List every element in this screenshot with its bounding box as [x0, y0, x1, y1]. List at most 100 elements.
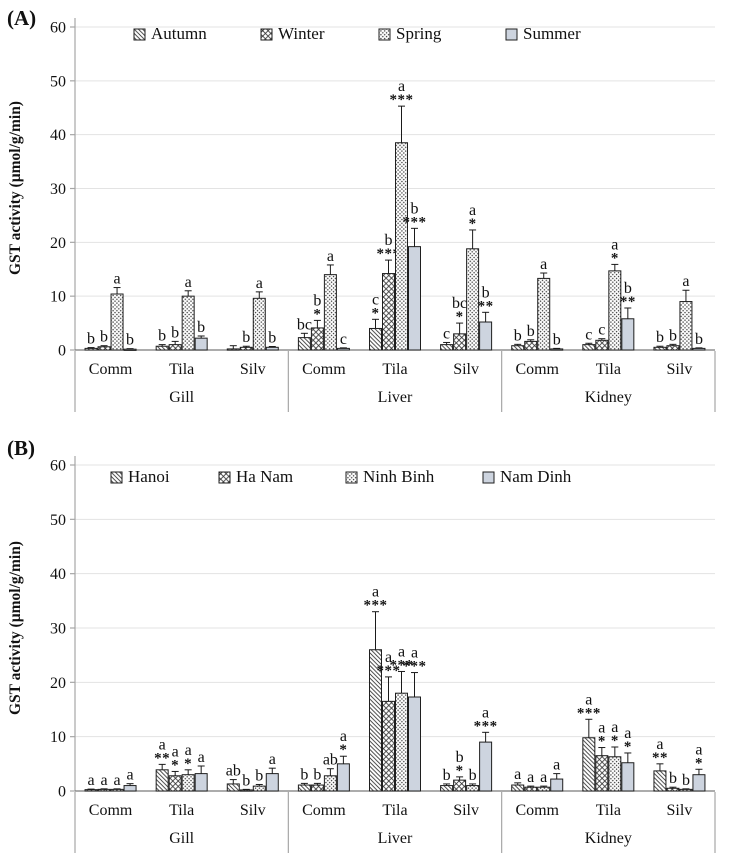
sig-letter: a: [398, 78, 405, 95]
legend-item-spring: Spring: [378, 24, 441, 44]
y-tick-label: 10: [50, 729, 66, 746]
sig-letter: b: [158, 328, 166, 345]
legend-item-hanoi: Hanoi: [110, 467, 170, 487]
legend-swatch-icon: [345, 471, 358, 483]
bar-summer: [550, 348, 564, 351]
sig-letter: a: [172, 743, 179, 760]
sig-stars: ***: [403, 214, 427, 230]
y-tick-label: 50: [50, 512, 66, 529]
bar-winter: [666, 345, 680, 351]
legend-swatch-icon: [378, 28, 391, 40]
legend-swatch-icon: [218, 471, 231, 483]
bar-hanoi: [84, 789, 98, 792]
sig-letter: a: [611, 719, 618, 736]
sig-stars: *: [456, 309, 464, 325]
bar-nam-dinh: [336, 763, 350, 792]
sig-letter: a: [256, 275, 263, 292]
sig-letter: a: [514, 766, 521, 783]
sig-letter: b: [242, 772, 250, 789]
y-tick-label: 0: [58, 784, 66, 801]
bar-nam-dinh: [692, 774, 706, 792]
bar-hanoi: [297, 784, 311, 792]
bar-ha-nam: [168, 775, 182, 792]
sig-letter: c: [585, 326, 592, 343]
species-label: Silv: [453, 802, 479, 819]
sig-stars: ***: [474, 718, 498, 734]
species-label: Comm: [302, 361, 346, 378]
bar-nam-dinh: [194, 773, 208, 792]
sig-letter: a: [611, 236, 618, 253]
sig-letter: bc: [297, 316, 312, 333]
y-tick-label: 20: [50, 675, 66, 692]
sig-stars: ***: [390, 92, 414, 108]
sig-letter: b: [469, 767, 477, 784]
sig-letter: a: [469, 202, 476, 219]
sig-letter: b: [268, 330, 276, 347]
sig-letter: b: [682, 772, 690, 789]
sig-letter: a: [114, 271, 121, 288]
bar-summer: [692, 347, 706, 351]
legend-label: Summer: [523, 24, 581, 43]
y-tick-label: 10: [50, 289, 66, 306]
bar-nam-dinh: [408, 696, 421, 792]
bar-ninh-binh: [608, 756, 622, 792]
y-tick-label: 0: [58, 343, 66, 360]
legend-label: Spring: [396, 24, 442, 43]
bar-spring: [181, 295, 195, 351]
bar-ha-nam: [666, 787, 680, 792]
bar-autumn: [297, 337, 311, 351]
legend-label: Ha Nam: [236, 467, 294, 486]
bar-autumn: [582, 344, 596, 351]
species-label: Tila: [596, 802, 621, 819]
bar-spring: [679, 301, 693, 351]
sig-stars: ***: [403, 659, 427, 675]
bar-ninh-binh: [395, 692, 408, 792]
sig-letter: a: [159, 736, 166, 753]
sig-stars: *: [624, 739, 632, 755]
organ-label: Kidney: [585, 389, 632, 406]
bar-nam-dinh: [550, 778, 564, 792]
sig-letter: a: [540, 769, 547, 786]
sig-stars: *: [695, 755, 703, 771]
sig-letter: a: [127, 767, 134, 784]
legend-swatch: [110, 471, 123, 483]
bar-ninh-binh: [110, 788, 124, 792]
species-label: Comm: [302, 802, 346, 819]
sig-letter: c: [443, 325, 450, 342]
bar-hanoi: [155, 769, 169, 792]
panel-a-label: (A): [7, 6, 37, 30]
bar-autumn: [226, 348, 240, 351]
sig-letter: b: [100, 329, 108, 346]
sig-letter: a: [411, 645, 418, 662]
legend-item-ninh-binh: Ninh Binh: [345, 467, 434, 487]
sig-letter: b: [300, 766, 308, 783]
sig-letter: a: [656, 736, 663, 753]
y-tick-label: 40: [50, 127, 66, 144]
sig-letter: b: [443, 767, 451, 784]
species-label: Comm: [89, 802, 133, 819]
legend-item-autumn: Autumn: [133, 24, 207, 44]
bar-nam-dinh: [265, 773, 279, 792]
sig-stars: **: [154, 750, 170, 766]
bar-nam-dinh: [621, 762, 635, 792]
sig-letter: a: [527, 769, 534, 786]
y-tick-label: 40: [50, 566, 66, 583]
sig-letter: b: [624, 280, 632, 297]
legend-swatch: [345, 471, 358, 483]
sig-letter: b: [695, 331, 703, 348]
organ-label: Gill: [169, 830, 194, 847]
sig-letter: b: [126, 332, 134, 349]
bar-ninh-binh: [181, 774, 195, 792]
bar-summer: [265, 346, 279, 351]
sig-letter: a: [101, 772, 108, 789]
bar-autumn: [511, 345, 525, 351]
sig-letter: a: [540, 256, 547, 273]
organ-label: Liver: [378, 830, 413, 847]
sig-letter: b: [385, 232, 393, 249]
sig-letter: a: [398, 643, 405, 660]
sig-letter: a: [553, 757, 560, 774]
sig-stars: *: [456, 763, 464, 779]
sig-letter: a: [385, 649, 392, 666]
